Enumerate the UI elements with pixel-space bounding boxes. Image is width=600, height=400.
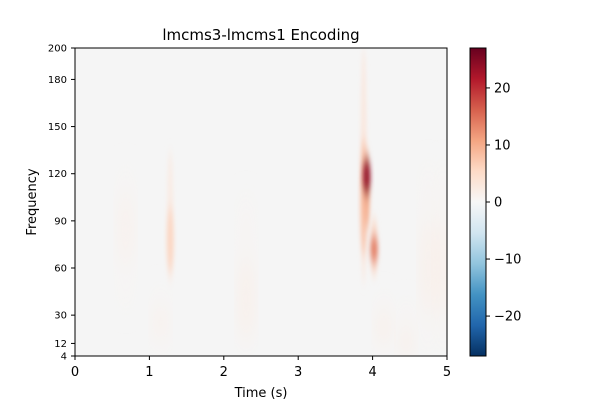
y-tick-label: 90 [54, 216, 67, 227]
x-axis-label: Time (s) [234, 386, 288, 400]
x-tick-label: 5 [443, 365, 451, 380]
x-tick-label: 3 [294, 365, 302, 380]
heatmap-peak [437, 218, 447, 318]
heatmap-peak [370, 234, 379, 264]
heatmap-feature [437, 158, 447, 356]
y-tick-label: 120 [48, 169, 67, 180]
heatmap-feature [370, 217, 379, 276]
heatmap-background [75, 48, 447, 356]
heatmap-peak [400, 329, 413, 356]
heatmap-feature [400, 299, 413, 356]
heatmap-feature [166, 150, 174, 284]
heatmap-feature [422, 158, 435, 356]
heatmap-feature [362, 150, 371, 229]
colorbar-tick-label: −10 [494, 253, 521, 268]
chart-title: lmcms3-lmcms1 Encoding [162, 26, 359, 44]
heatmap-feature [240, 189, 253, 356]
y-tick-label: 150 [48, 122, 67, 133]
colorbar-tick-label: 10 [494, 138, 511, 153]
x-tick-label: 4 [368, 365, 376, 380]
heatmap-peak [240, 257, 253, 342]
y-tick-label: 180 [48, 75, 67, 86]
heatmap-feature [377, 291, 390, 356]
heatmap-peak [166, 206, 174, 274]
colorbar-tick-label: 20 [494, 81, 511, 96]
heatmap-peak [362, 157, 371, 197]
y-tick-label: 30 [54, 311, 67, 322]
heatmap-peak [119, 190, 132, 268]
heatmap-peak [154, 304, 167, 342]
x-tick-label: 1 [145, 365, 153, 380]
heatmap-peak [377, 311, 390, 344]
y-tick-label: 60 [54, 264, 67, 275]
heatmap-peak [422, 218, 435, 318]
colorbar-tick-label: −20 [494, 310, 521, 325]
y-tick-label: 12 [54, 339, 67, 350]
y-axis-label: Frequency [25, 168, 40, 235]
colorbar: 20 10 0 −10 −20 [469, 47, 521, 357]
plot-area [74, 47, 448, 357]
colorbar-tick-label: 0 [494, 196, 502, 211]
heatmap-feature [154, 283, 167, 356]
colorbar-gradient [469, 47, 487, 357]
colorbar-ticks: 20 10 0 −10 −20 [486, 81, 521, 325]
y-axis: 4 12 30 60 90 120 150 180 200 [48, 44, 75, 363]
x-tick-label: 2 [220, 365, 228, 380]
heatmap-blobs [119, 48, 447, 356]
x-axis: 0 1 2 3 4 5 [71, 356, 451, 380]
y-tick-label: 200 [48, 44, 67, 55]
heatmap-feature [119, 161, 132, 316]
plot-frame [74, 47, 448, 357]
y-tick-label: 4 [61, 352, 67, 363]
x-tick-label: 0 [71, 365, 79, 380]
